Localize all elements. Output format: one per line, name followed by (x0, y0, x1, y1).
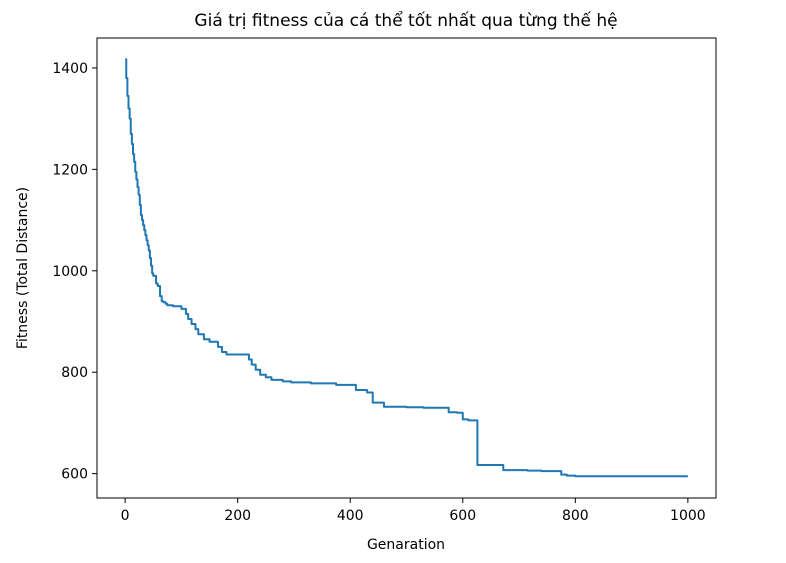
x-tick-label: 0 (121, 508, 130, 524)
x-axis: 0 200 400 600 800 1000 (121, 498, 706, 524)
x-tick-label: 1000 (670, 508, 706, 524)
chart-title: Giá trị fitness của cá thể tốt nhất qua … (194, 10, 617, 31)
x-tick-label: 200 (224, 508, 251, 524)
y-tick-label: 1400 (52, 61, 88, 77)
y-tick-label: 1000 (52, 264, 88, 280)
series-line (125, 58, 688, 478)
y-axis-label: Fitness (Total Distance) (15, 187, 31, 349)
y-tick-label: 1200 (52, 162, 88, 178)
y-axis: 600 800 1000 1200 1400 (52, 61, 97, 483)
y-tick-label: 800 (61, 365, 88, 381)
x-tick-label: 800 (562, 508, 589, 524)
y-tick-label: 600 (61, 467, 88, 483)
plot-area (96, 37, 717, 499)
x-axis-label: Genaration (367, 537, 445, 553)
plot-frame (96, 37, 717, 499)
x-tick-label: 400 (337, 508, 364, 524)
x-tick-label: 600 (449, 508, 476, 524)
